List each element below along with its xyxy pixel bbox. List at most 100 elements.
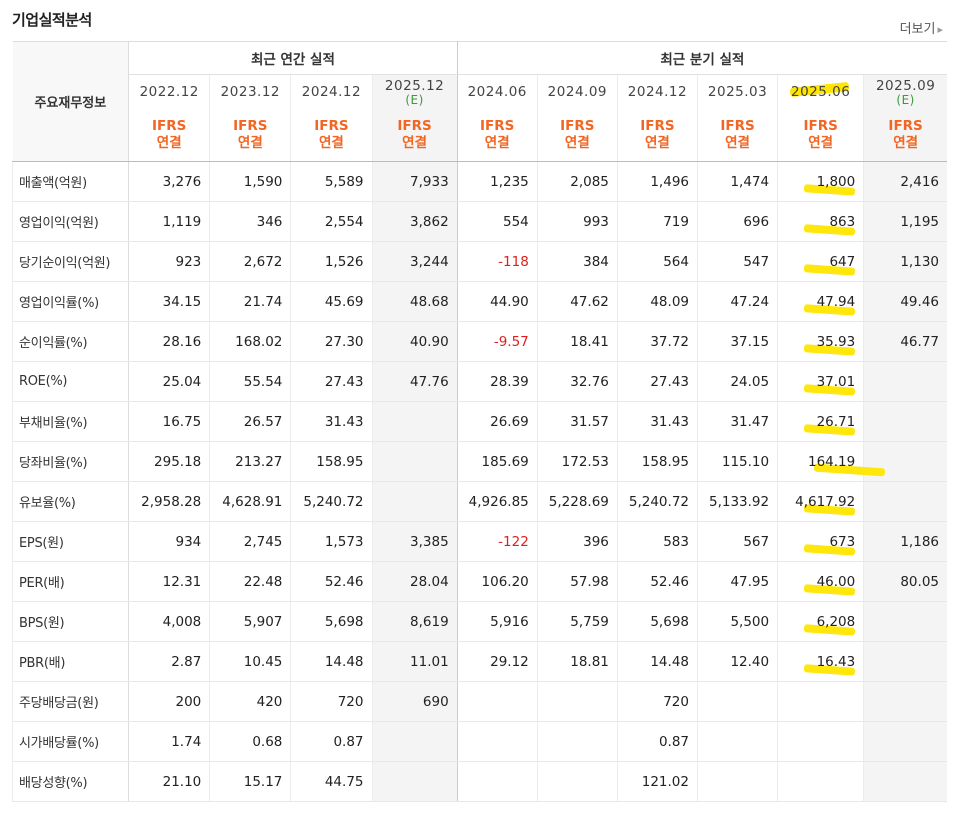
cell-value: 200	[175, 693, 202, 710]
table-cell: 47.94	[777, 281, 864, 322]
cell-value: 5,133.92	[708, 493, 770, 510]
column-date: 2024.06	[456, 74, 538, 109]
cell-value: 55.54	[243, 373, 283, 390]
cell-value: 47.95	[730, 573, 770, 590]
ifrs-label: IFRS 연결	[209, 109, 291, 162]
cell-value: 158.95	[641, 453, 689, 470]
table-cell	[696, 721, 778, 762]
table-row: 유보율(%) 2,958.28 4,628.91 5,240.72 4,926.85 5,…	[11, 481, 947, 522]
table-cell: 0.68	[209, 721, 291, 762]
cell-value: 4,926.85	[468, 493, 529, 510]
cell-value: 34.15	[162, 293, 202, 310]
column-date: 2024.12	[616, 74, 698, 109]
table-cell: 28.39	[456, 361, 538, 402]
table-cell: 934	[128, 521, 210, 562]
ifrs-text: IFRS	[640, 118, 675, 134]
row-label: 영업이익률(%)	[11, 281, 130, 322]
table-cell	[371, 721, 458, 762]
table-row: 주당배당금(원) 200 420 720 690 720	[11, 681, 947, 722]
cell-value: 26.71	[816, 413, 856, 430]
table-cell: 26.71	[777, 401, 864, 442]
table-cell: 164.19	[777, 441, 864, 482]
more-link[interactable]: 더보기 ▸	[900, 18, 943, 37]
ifrs-label: IFRS 연결	[371, 109, 458, 162]
cell-value: 5,589	[324, 173, 364, 190]
row-label: 매출액(억원)	[11, 161, 130, 202]
cell-value: 185.69	[481, 453, 529, 470]
table-row: 시가배당률(%) 1.74 0.68 0.87 0.87	[11, 721, 947, 762]
cell-value: 564	[663, 253, 689, 270]
group-annual: 최근 연간 실적	[128, 41, 458, 75]
table-cell: 28.16	[128, 321, 210, 362]
table-cell: 547	[696, 241, 778, 282]
cell-value: 1,119	[162, 213, 202, 230]
table-cell	[863, 721, 947, 762]
table-row: 당좌비율(%) 295.18 213.27 158.95 185.69 172.53 158…	[11, 441, 947, 482]
table-cell: 31.47	[696, 401, 778, 442]
cell-value: 121.02	[641, 773, 689, 790]
chevron-right-icon: ▸	[937, 23, 943, 36]
row-label: ROE(%)	[11, 361, 130, 402]
table-cell: 5,240.72	[290, 481, 372, 522]
cell-value: 5,907	[243, 613, 283, 630]
table-cell: 172.53	[536, 441, 618, 482]
cell-value: 1,130	[900, 253, 939, 270]
table-cell: 0.87	[616, 721, 698, 762]
cell-value: 18.41	[570, 333, 609, 350]
table-cell: 21.74	[209, 281, 291, 322]
table-cell: 4,008	[128, 601, 210, 642]
table-cell: 420	[209, 681, 291, 722]
cell-value: 31.43	[650, 413, 689, 430]
table-cell: 2,672	[209, 241, 291, 282]
table-cell: 720	[616, 681, 698, 722]
table-cell: 121.02	[616, 761, 698, 802]
ifrs-label: IFRS 연결	[456, 109, 538, 162]
cell-value: 6,208	[816, 613, 856, 630]
cell-value: 5,228.69	[548, 493, 609, 510]
table-cell: 583	[616, 521, 698, 562]
cell-value: 31.57	[570, 413, 609, 430]
table-cell	[371, 761, 458, 802]
table-cell	[371, 401, 458, 442]
table-cell: 3,385	[371, 521, 458, 562]
column-date: 2025.12 (E)	[371, 74, 458, 109]
table-cell: 5,589	[290, 161, 372, 202]
cell-value: 0.68	[252, 733, 283, 750]
ifrs-text: IFRS	[152, 118, 187, 134]
ifrs-text: IFRS	[397, 118, 432, 134]
table-cell: 1,195	[863, 201, 947, 242]
cell-value: 420	[256, 693, 283, 710]
cell-value: 47.24	[730, 293, 770, 310]
ifrs-label: IFRS 연결	[290, 109, 372, 162]
cell-value: 2,745	[243, 533, 283, 550]
table-cell: 57.98	[536, 561, 618, 602]
table-cell: 295.18	[128, 441, 210, 482]
table-cell: 52.46	[616, 561, 698, 602]
table-cell: 1,235	[456, 161, 538, 202]
table-cell: 29.12	[456, 641, 538, 682]
cell-value: 863	[829, 213, 856, 230]
cell-value: 720	[663, 693, 689, 710]
table-cell: 5,907	[209, 601, 291, 642]
column-date: 2025.03	[696, 74, 778, 109]
table-row: 매출액(억원) 3,276 1,590 5,589 7,933 1,235 2,085 1,4…	[11, 161, 947, 202]
cell-value: 27.30	[324, 333, 364, 350]
cell-value: 22.48	[243, 573, 283, 590]
table-cell: 47.62	[536, 281, 618, 322]
cell-value: 28.39	[490, 373, 529, 390]
ifrs-text: IFRS	[314, 118, 349, 134]
cell-value: 719	[663, 213, 689, 230]
cell-value: 16.43	[816, 653, 856, 670]
ifrs-text: IFRS	[720, 118, 755, 134]
row-label: 당기순이익(억원)	[11, 241, 130, 282]
column-date-label: 2024.12	[301, 84, 362, 100]
cell-value: 12.40	[730, 653, 770, 670]
consolidated-text: 연결	[808, 135, 834, 151]
cell-value: 2.87	[171, 653, 202, 670]
table-cell: 4,628.91	[209, 481, 291, 522]
cell-value: 2,554	[324, 213, 364, 230]
table-cell: 27.30	[290, 321, 372, 362]
row-label: 영업이익(억원)	[11, 201, 130, 242]
column-date-label: 2023.12	[220, 84, 280, 100]
table-cell: 384	[536, 241, 618, 282]
